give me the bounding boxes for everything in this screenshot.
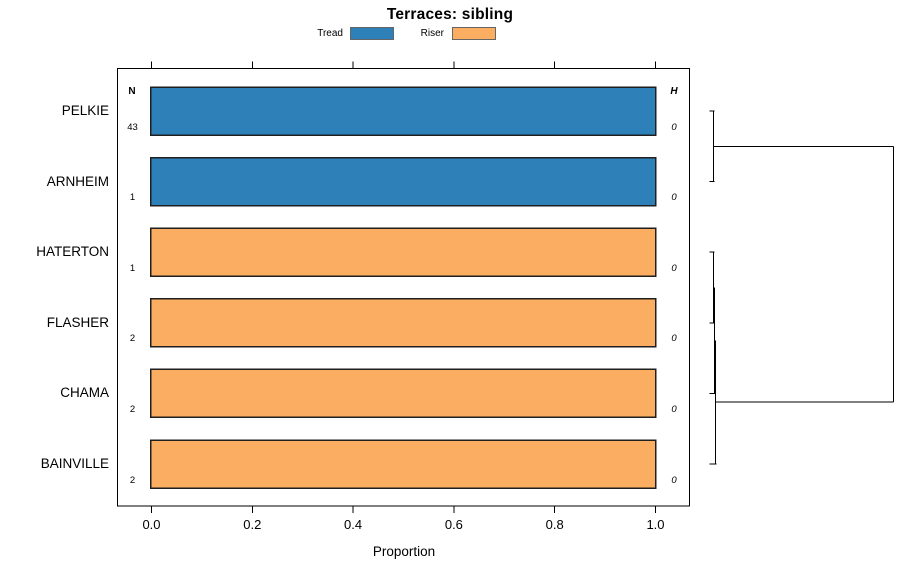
chart-title: Terraces: sibling: [386, 6, 514, 23]
h-value: 0: [671, 474, 677, 486]
category-label: CHAMA: [60, 385, 109, 401]
n-value: 1: [129, 192, 136, 204]
x-tick-label: 0.4: [344, 517, 363, 532]
h-value: 0: [671, 403, 677, 415]
x-tick-label: 0.2: [243, 517, 262, 532]
x-tick-label: 0.0: [142, 517, 161, 532]
x-axis-title: Proportion: [372, 544, 436, 559]
x-tick-label: 1.0: [646, 517, 665, 532]
legend-swatch-tread-icon: [350, 27, 394, 40]
category-label: FLASHER: [46, 314, 109, 330]
x-tick-label: 0.6: [444, 517, 463, 532]
bar-arnheim: [149, 156, 657, 207]
n-value: 2: [129, 474, 136, 486]
category-label: BAINVILLE: [40, 456, 109, 471]
category-label: PELKIE: [61, 103, 109, 118]
n-value: 43: [127, 121, 138, 133]
bar-chama: [149, 368, 657, 419]
n-value: 1: [129, 262, 136, 274]
h-value: 0: [671, 333, 677, 345]
legend-label-tread: Tread: [317, 28, 343, 39]
x-tick-label: 0.8: [545, 517, 564, 532]
legend-swatch-riser-icon: [452, 27, 496, 40]
bar-bainville: [149, 439, 657, 489]
h-value: 0: [671, 192, 677, 204]
n-value: 2: [129, 403, 136, 415]
bar-haterton: [149, 227, 657, 277]
h-value: 0: [671, 262, 677, 274]
n-column-header: N: [128, 86, 136, 97]
plot-box: [117, 68, 690, 507]
h-column-header: H: [670, 86, 678, 97]
bar-flasher: [149, 298, 657, 348]
bar-pelkie: [149, 86, 657, 136]
category-label: ARNHEIM: [46, 173, 109, 189]
legend-label-riser: Riser: [420, 28, 444, 39]
category-label: HATERTON: [36, 244, 109, 260]
h-value: 0: [671, 121, 677, 133]
n-value: 2: [129, 333, 136, 345]
